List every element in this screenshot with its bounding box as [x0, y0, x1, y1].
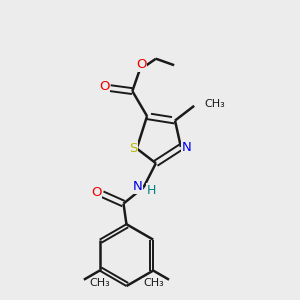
Text: N: N: [181, 141, 191, 154]
Text: CH₃: CH₃: [205, 99, 225, 110]
Text: N: N: [132, 180, 142, 193]
Text: H: H: [147, 184, 157, 197]
Text: S: S: [129, 142, 137, 155]
Text: CH₃: CH₃: [89, 278, 110, 288]
Text: O: O: [99, 80, 110, 93]
Text: O: O: [136, 58, 146, 71]
Text: O: O: [91, 186, 102, 199]
Text: CH₃: CH₃: [143, 278, 164, 288]
